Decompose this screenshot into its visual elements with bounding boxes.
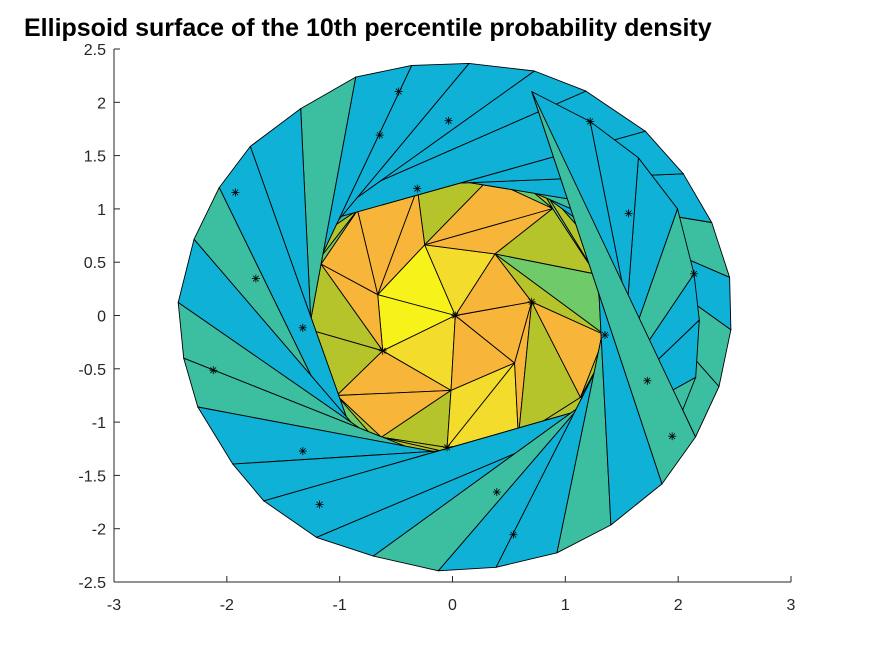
vertex-marker — [643, 376, 652, 385]
vertex-marker — [586, 117, 595, 126]
vertex-marker — [451, 311, 460, 320]
y-tick-label: 1 — [97, 202, 106, 219]
vertex-marker — [209, 366, 218, 375]
y-tick-label: -0.5 — [78, 362, 106, 379]
y-tick-label: 0.5 — [84, 255, 106, 272]
vertex-marker — [298, 447, 307, 456]
y-tick-label: -1.5 — [78, 468, 106, 485]
vertex-marker — [444, 116, 453, 125]
x-tick-label: 3 — [787, 597, 796, 614]
vertex-marker — [375, 131, 384, 140]
vertex-marker — [298, 323, 307, 332]
y-tick-label: -2 — [92, 522, 106, 539]
vertex-marker — [443, 443, 452, 452]
vertex-marker — [624, 209, 633, 218]
y-tick-label: 1.5 — [84, 149, 106, 166]
x-tick-label: -2 — [220, 597, 234, 614]
x-tick-label: -3 — [107, 597, 121, 614]
vertex-marker — [251, 274, 260, 283]
vertex-marker — [413, 184, 422, 193]
x-tick-label: -1 — [333, 597, 347, 614]
y-tick-label: 2.5 — [84, 42, 106, 59]
vertex-marker — [668, 432, 677, 441]
vertex-marker — [690, 269, 699, 278]
y-tick-label: 2 — [97, 95, 106, 112]
y-tick-label: -2.5 — [78, 575, 106, 592]
axes: -3 -2 -1 0 1 2 3 2.5 2 1.5 1 0.5 0 -0.5 -1 -1.5 -2 -2.5 — [78, 42, 795, 614]
vertex-marker — [509, 530, 518, 539]
vertex-marker — [315, 500, 324, 509]
x-tick-label: 0 — [448, 597, 457, 614]
y-tick-label: 0 — [97, 309, 106, 326]
vertex-marker — [378, 346, 387, 355]
x-tick-label: 2 — [674, 597, 683, 614]
vertex-marker — [394, 87, 403, 96]
surface-facet — [531, 91, 696, 485]
vertex-marker — [600, 330, 609, 339]
vertex-marker — [231, 188, 240, 197]
chart-title: Ellipsoid surface of the 10th percentile… — [24, 14, 712, 42]
y-tick-label: -1 — [92, 415, 106, 432]
vertex-marker — [492, 488, 501, 497]
ellipsoid-surface — [177, 62, 732, 572]
vertex-marker — [527, 297, 536, 306]
x-tick-label: 1 — [561, 597, 570, 614]
